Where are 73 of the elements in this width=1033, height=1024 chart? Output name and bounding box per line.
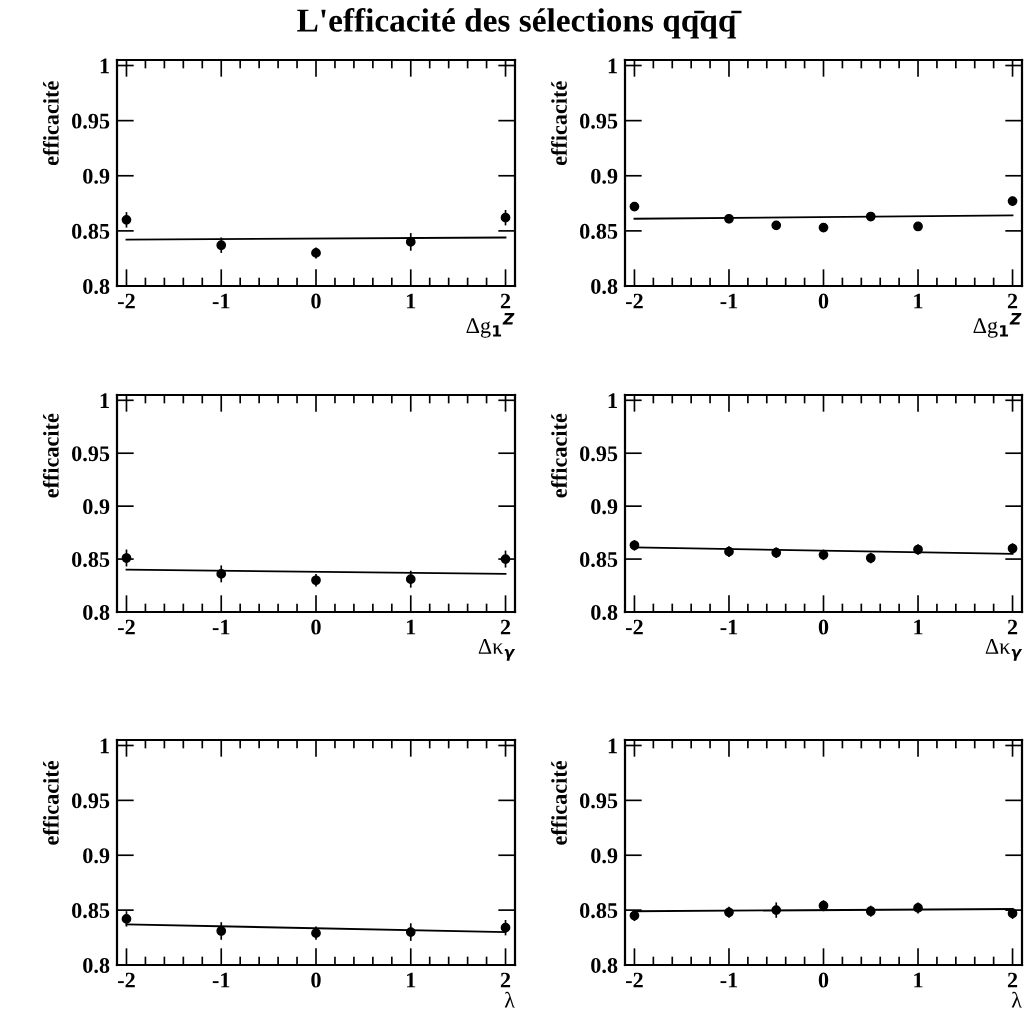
x-tick-label: -1: [720, 972, 738, 988]
x-tick-label: 1: [914, 293, 923, 309]
y-tick-label: 0.8: [591, 957, 618, 974]
y-tick-label: 0.85: [72, 223, 110, 239]
x-axis-title: Δg$_{1}$$^{Z}$: [973, 313, 1022, 338]
x-tick-label: -2: [626, 972, 643, 988]
y-tick-label: 0.8: [83, 604, 110, 621]
x-tick-label: 1: [914, 972, 923, 988]
y-tick-label: 0.85: [72, 903, 110, 919]
y-tick-label: 0.8: [591, 604, 618, 621]
x-tick-label: 0: [311, 619, 321, 635]
y-axis-title: efficacité: [551, 413, 567, 498]
x-tick-label: 2: [500, 972, 511, 988]
x-tick-label: -2: [118, 972, 135, 988]
y-tick-label: 0.95: [580, 446, 618, 462]
y-tick-label: 0.9: [591, 499, 618, 515]
y-tick-label: 0.9: [591, 168, 618, 184]
x-tick-label: -2: [626, 619, 643, 635]
y-tick-label: 1: [608, 738, 617, 754]
x-tick-label: 1: [406, 293, 416, 309]
x-tick-label: -2: [626, 293, 643, 309]
y-tick-label: 0.9: [83, 499, 110, 515]
x-tick-label: 0: [818, 972, 829, 988]
y-tick-label: 0.95: [580, 793, 618, 809]
x-tick-label: 0: [311, 293, 321, 309]
y-tick-label: 1: [100, 393, 109, 408]
x-tick-label: -2: [118, 619, 135, 635]
x-tick-label: -1: [212, 972, 230, 988]
y-tick-label: 0.8: [83, 957, 110, 974]
x-tick-label: 2: [1007, 293, 1018, 309]
y-axis-title: efficacité: [42, 413, 59, 498]
x-tick-label: -1: [720, 619, 738, 635]
x-tick-label: 0: [818, 293, 829, 309]
x-tick-label: -1: [212, 293, 230, 309]
y-tick-label: 0.95: [580, 113, 618, 129]
x-axis-title: Δκ$_{γ}$: [478, 639, 516, 661]
y-tick-label: 1: [100, 58, 109, 74]
x-tick-label: 2: [1007, 972, 1018, 988]
x-axis-title: λ: [504, 991, 515, 1008]
y-tick-label: 0.85: [580, 552, 618, 568]
y-tick-label: 0.95: [72, 113, 110, 129]
y-tick-label: 1: [100, 738, 109, 754]
x-tick-label: -2: [118, 293, 135, 309]
y-tick-label: 1: [608, 393, 617, 408]
x-axis-title: Δκ$_{γ}$: [985, 639, 1023, 661]
y-axis-title: efficacité: [551, 761, 567, 845]
y-tick-label: 0.9: [83, 848, 110, 864]
x-tick-label: 0: [818, 619, 829, 635]
y-axis-title: efficacité: [42, 81, 59, 166]
y-tick-label: 0.9: [591, 848, 618, 864]
x-tick-label: 1: [406, 972, 416, 988]
y-tick-label: 0.8: [83, 278, 110, 295]
y-tick-label: 0.85: [580, 223, 618, 239]
x-tick-label: -1: [720, 293, 738, 309]
x-tick-label: -1: [212, 619, 230, 635]
chart-title: L'efficacité des sélections qq̄qq̄: [297, 8, 742, 39]
x-tick-label: 1: [406, 619, 416, 635]
y-tick-label: 1: [608, 58, 617, 74]
y-tick-label: 0.85: [72, 552, 110, 568]
x-tick-label: 2: [1007, 619, 1018, 635]
y-tick-label: 0.8: [591, 278, 618, 295]
x-tick-label: 1: [914, 619, 923, 635]
x-tick-label: 2: [500, 619, 511, 635]
y-axis-title: efficacité: [551, 81, 567, 166]
x-axis-title: λ: [1011, 991, 1022, 1008]
y-axis-title: efficacité: [42, 761, 59, 845]
x-tick-label: 0: [311, 972, 321, 988]
y-tick-label: 0.9: [83, 168, 110, 184]
y-tick-label: 0.85: [580, 903, 618, 919]
y-tick-label: 0.95: [72, 793, 110, 809]
x-tick-label: 2: [500, 293, 511, 309]
y-tick-label: 0.95: [72, 446, 110, 462]
x-axis-title: Δg$_{1}$$^{Z}$: [466, 313, 515, 338]
